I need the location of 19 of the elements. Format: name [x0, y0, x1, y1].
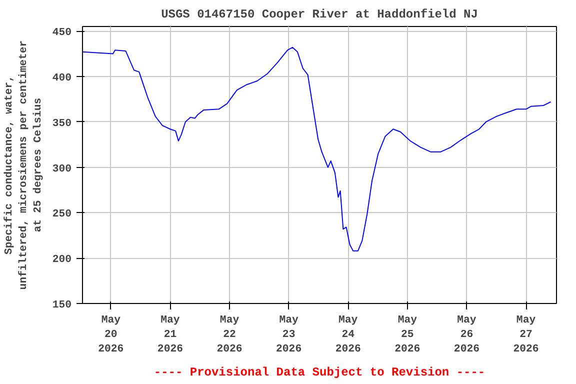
y-tick-label: 250	[52, 208, 72, 221]
text: ---- Provisional Data Subject to Revision ----	[154, 366, 486, 380]
y-tick-label: 200	[52, 254, 72, 266]
y-tick-label: 350	[52, 118, 72, 130]
y-tick-label: 400	[52, 72, 72, 84]
x-tick-label: May 24 2026	[335, 314, 361, 356]
y-axis-title: Specific conductance, water, unfiltered, microsiemens per centimeter at 25 degrees Celsius	[4, 40, 44, 290]
y-tick-label: 150	[52, 300, 72, 312]
y-tick-label: 450	[52, 27, 72, 40]
x-tick-label: May 27 2026	[513, 314, 539, 356]
x-tick-label: May 22 2026	[216, 314, 242, 356]
x-tick-label: May 21 2026	[157, 314, 184, 356]
x-tick-label: May 23 2026	[276, 314, 302, 356]
line-series	[82, 46, 552, 252]
x-tick-label: May 20 2026	[98, 314, 124, 356]
chart-title: USGS 01467150 Cooper River at Haddonfield NJ	[161, 8, 478, 22]
x-tick-label: May 26 2026	[454, 314, 480, 356]
x-tick-label: May 25 2026	[394, 314, 420, 356]
y-tick-label: 300	[52, 163, 72, 176]
